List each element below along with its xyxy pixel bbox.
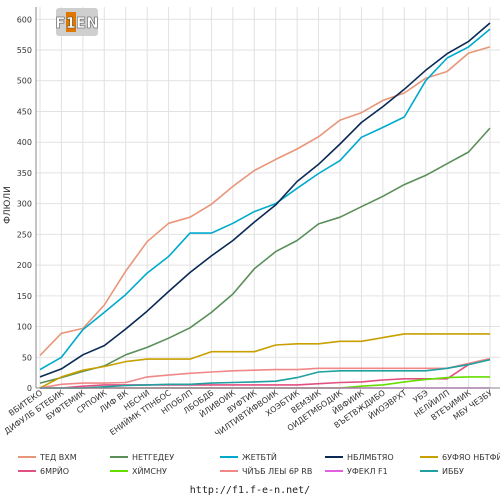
series-line xyxy=(39,127,491,384)
series-line xyxy=(39,22,491,378)
legend-item: НЕТГЕДЕУ xyxy=(110,453,174,462)
y-tick-label: 500 xyxy=(17,77,32,86)
legend-label: ТЕД ВХМ xyxy=(39,453,77,462)
legend-item: 6МРЙО xyxy=(18,465,69,476)
y-tick-label: 150 xyxy=(17,292,32,301)
legend-label: НБЛМБТЯО xyxy=(347,453,394,462)
legend-label: 6МРЙО xyxy=(40,465,69,476)
y-tick-label: 600 xyxy=(17,15,32,24)
legend: ТЕД ВХМ НЕТГЕДЕУ ЖЕТБТЙ НБЛМБТЯО 6УФЯО НБТФЙ… xyxy=(18,451,500,476)
legend-item: ХЙМСНУ xyxy=(110,465,167,476)
series-line xyxy=(39,46,491,356)
y-tick-label: 400 xyxy=(17,138,32,147)
y-tick-label: 450 xyxy=(17,107,32,116)
legend-label: ХЙМСНУ xyxy=(132,465,167,476)
series-line xyxy=(39,333,490,389)
legend-label: НЕТГЕДЕУ xyxy=(132,453,174,462)
legend-item: УФЕКЛ F1 xyxy=(325,467,388,476)
legend-item: НБЛМБТЯО xyxy=(325,453,394,462)
legend-label: ЧЙЪБ ЛЕЫ 6Р RB xyxy=(242,465,312,476)
series-line xyxy=(40,358,491,389)
y-tick-label: 50 xyxy=(22,353,32,362)
legend-item: 6УФЯО НБТФЙО xyxy=(420,451,500,462)
y-axis-ticks: 0 50 100 150 200 250 300 350 400 450 500 550 600 xyxy=(17,15,32,393)
legend-item: ТЕД ВХМ xyxy=(18,453,77,462)
legend-label: УФЕКЛ F1 xyxy=(347,467,388,476)
y-tick-label: 0 xyxy=(27,384,32,393)
plot-background xyxy=(36,7,500,388)
y-tick-label: 200 xyxy=(17,261,32,270)
y-tick-label: 250 xyxy=(17,230,32,239)
y-tick-label: 300 xyxy=(17,200,32,209)
legend-label: ЖЕТБТЙ xyxy=(242,451,277,462)
logo-text: F1EN xyxy=(55,14,98,32)
legend-item: ИББУ xyxy=(420,467,464,476)
legend-item: ЖЕТБТЙ xyxy=(220,451,277,462)
legend-label: 6УФЯО НБТФЙО xyxy=(442,451,500,462)
y-tick-label: 550 xyxy=(17,46,32,55)
y-tick-label: 350 xyxy=(17,169,32,178)
series-line xyxy=(40,358,491,389)
footer-url[interactable]: http://f1.f-e-n.net/ xyxy=(189,485,311,496)
legend-item: ЧЙЪБ ЛЕЫ 6Р RB xyxy=(220,465,312,476)
logo: F1EN xyxy=(55,8,99,36)
series-line xyxy=(39,357,491,389)
y-axis-label: ФЛЮЛИ xyxy=(3,186,13,224)
series-line xyxy=(39,28,491,371)
grid xyxy=(36,7,500,389)
y-tick-label: 100 xyxy=(17,323,32,332)
legend-label: ИББУ xyxy=(442,467,464,476)
